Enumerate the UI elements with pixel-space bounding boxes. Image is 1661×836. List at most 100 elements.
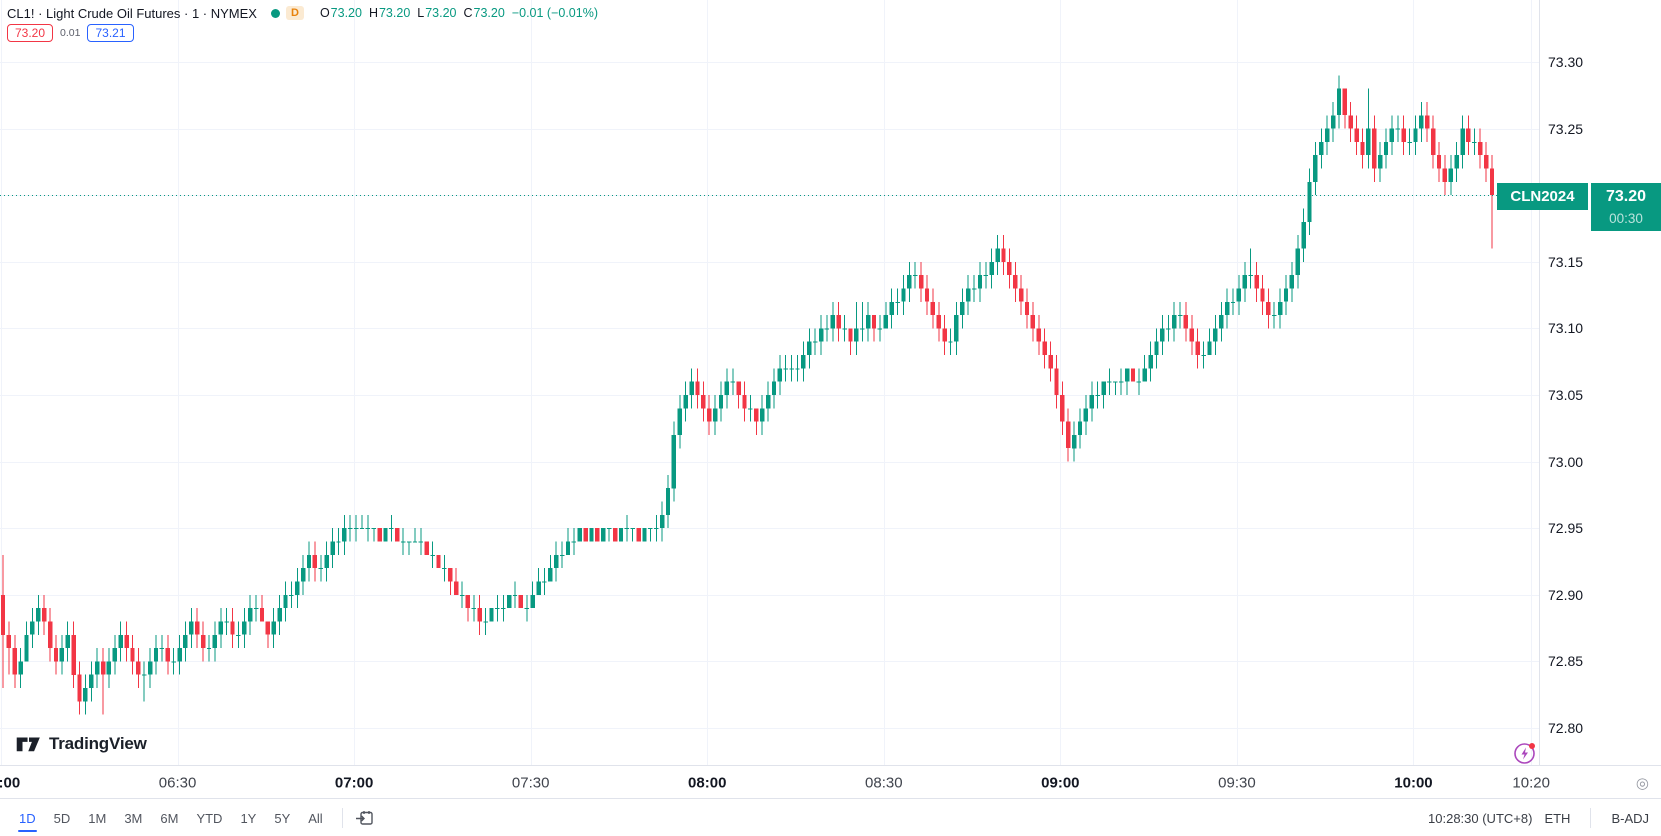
interval-badge[interactable]: D	[285, 6, 304, 20]
candle	[371, 528, 376, 530]
market-status-dot[interactable]	[270, 8, 280, 18]
candle	[712, 408, 718, 422]
candle	[554, 554, 559, 569]
price-axis[interactable]: 72.80 72.85 72.90 72.95 73.00 73.05 73.10 73.15…	[1539, 0, 1661, 765]
candle	[1183, 315, 1189, 329]
candle	[165, 648, 170, 662]
candle	[36, 608, 41, 622]
time-axis-label: 07:00	[334, 774, 374, 791]
time-axis-label: 06:00	[0, 774, 21, 791]
candle	[1060, 395, 1065, 422]
candle	[1071, 435, 1077, 449]
range-button-1y[interactable]: 1Y	[240, 810, 257, 826]
range-button-3m[interactable]: 3M	[124, 810, 143, 826]
candle	[1077, 421, 1083, 435]
range-button-5d[interactable]: 5D	[53, 810, 71, 826]
candle	[595, 528, 600, 542]
session-toggle[interactable]: ETH	[1544, 810, 1571, 826]
range-button-ytd[interactable]: YTD	[196, 810, 223, 826]
candle	[1342, 88, 1347, 116]
candle	[1466, 128, 1471, 142]
symbol-title[interactable]: CL1! · Light Crude Oil Futures · 1 · NYM…	[7, 5, 257, 21]
candle	[930, 301, 936, 316]
candle	[18, 661, 23, 675]
candle	[901, 288, 906, 302]
candle	[877, 328, 883, 330]
candle	[542, 581, 547, 583]
candle	[253, 608, 259, 610]
candle	[754, 408, 759, 422]
candle	[289, 594, 294, 596]
candle	[359, 528, 365, 530]
candle	[1266, 301, 1271, 316]
adjustment-toggle[interactable]: B-ADJ	[1611, 810, 1649, 826]
range-button-all[interactable]: All	[308, 810, 323, 826]
bid-price-box[interactable]: 73.20	[7, 24, 54, 42]
candle	[436, 554, 441, 569]
candle	[95, 661, 100, 675]
time-axis-label: 09:30	[1218, 774, 1256, 791]
candle	[383, 528, 388, 542]
time-axis[interactable]: ◎ 06:00 06:30 07:00 07:30 08:00 08:30 09:00 09:…	[0, 765, 1661, 799]
candle	[236, 634, 241, 636]
candle	[636, 528, 641, 542]
candle	[318, 568, 323, 570]
candlestick-chart[interactable]	[0, 0, 1539, 765]
candle	[224, 621, 229, 623]
candle	[1407, 141, 1412, 143]
candle	[1472, 141, 1477, 143]
candle	[1166, 328, 1171, 330]
candle	[483, 621, 488, 623]
candle	[1254, 275, 1259, 289]
candle	[536, 581, 541, 595]
range-button-1d[interactable]: 1D	[12, 807, 43, 832]
go-to-date-icon[interactable]	[355, 808, 375, 828]
candle	[377, 528, 382, 542]
ask-price-box[interactable]: 73.21	[87, 24, 134, 42]
candle	[1030, 315, 1036, 329]
candle	[1325, 128, 1330, 142]
candle	[130, 648, 135, 662]
candle	[353, 528, 359, 530]
candle	[936, 315, 941, 329]
range-button-6m[interactable]: 6M	[160, 810, 179, 826]
candle	[777, 368, 783, 382]
candle	[995, 248, 1000, 262]
candle	[1189, 328, 1194, 342]
candle	[1289, 275, 1295, 289]
candle	[701, 395, 706, 409]
candle	[942, 328, 947, 342]
candle	[807, 341, 812, 355]
candle	[401, 541, 406, 543]
candle	[1313, 155, 1318, 182]
candle	[106, 661, 112, 675]
candle	[1224, 301, 1230, 316]
candle	[677, 408, 682, 435]
candle	[306, 554, 312, 569]
range-button-5y[interactable]: 5Y	[274, 810, 291, 826]
candle	[1366, 128, 1371, 156]
candle	[271, 621, 276, 635]
clock[interactable]: 10:28:30 (UTC+8)	[1428, 810, 1533, 826]
tradingview-logo[interactable]: TradingView	[16, 733, 147, 755]
candle	[871, 315, 877, 329]
candle	[765, 395, 771, 409]
candle	[1454, 155, 1459, 169]
chart-pane[interactable]	[0, 0, 1539, 765]
candle	[813, 341, 818, 343]
scales-settings-icon[interactable]: ◎	[1635, 774, 1649, 792]
candle	[71, 634, 76, 675]
current-price: 73.20	[1605, 188, 1647, 205]
candle	[1024, 301, 1030, 316]
candle	[147, 661, 153, 675]
range-button-1m[interactable]: 1M	[88, 810, 107, 826]
candle	[571, 541, 577, 543]
candle	[1113, 381, 1118, 383]
change-value: −0.01 (−0.01%)	[511, 6, 598, 20]
tradingview-logo-text: TradingView	[49, 734, 147, 753]
candle	[1336, 88, 1342, 116]
flash-alert-icon[interactable]	[1513, 741, 1537, 765]
candle	[1283, 288, 1289, 302]
candle	[707, 408, 712, 422]
